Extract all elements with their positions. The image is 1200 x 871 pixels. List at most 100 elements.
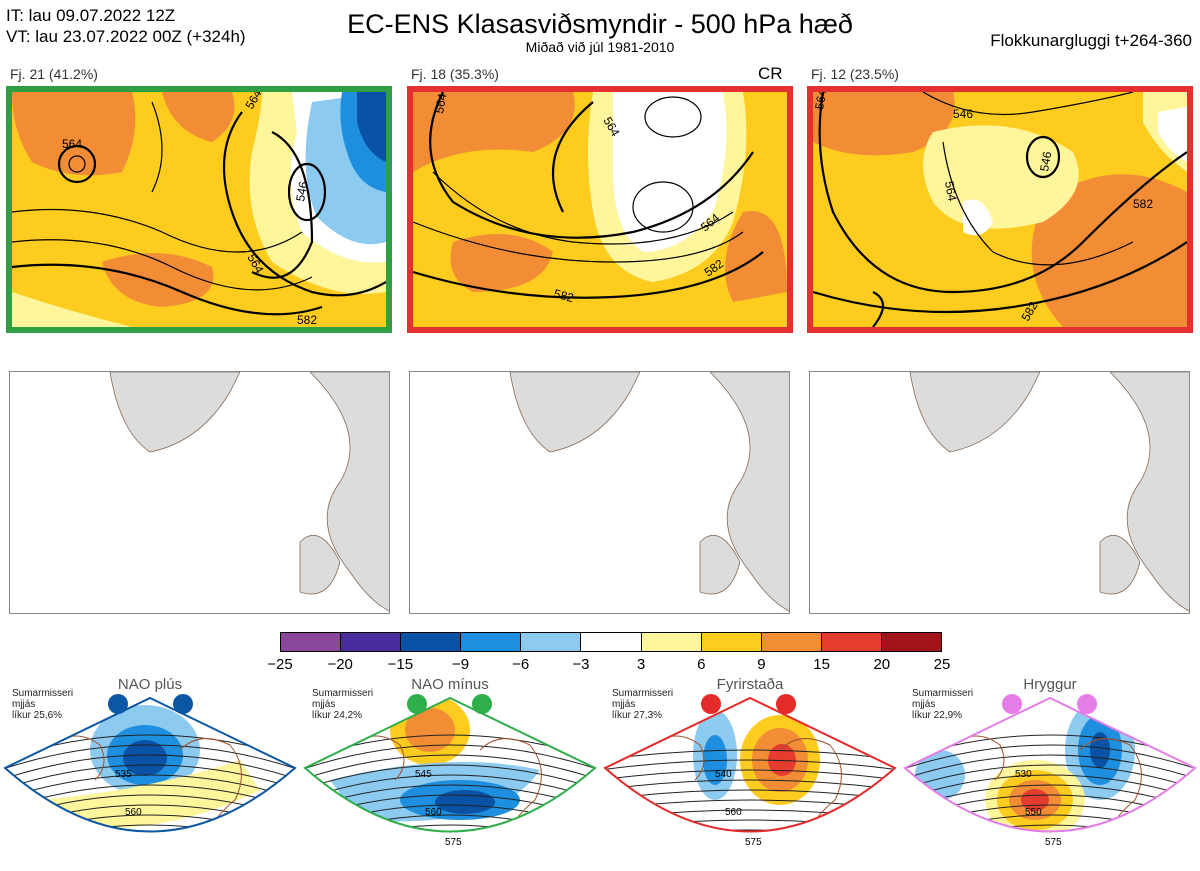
height-contour (605, 759, 895, 771)
height-contour (605, 819, 895, 831)
colorbar-tick-label: −25 (267, 656, 293, 673)
it-line: IT: lau 09.07.2022 12Z (6, 6, 176, 25)
height-contour (905, 754, 1195, 781)
colorbar-tick-label: −3 (572, 656, 590, 673)
regime-field (5, 705, 295, 832)
regime-note-line: Sumarmisseri (12, 688, 74, 699)
cluster-2-label: Fj. 18 (35.3%) (411, 66, 499, 82)
regime-contour-label: 575 (745, 837, 762, 848)
colorbar-tick-label: −6 (512, 656, 530, 673)
regime-note: Sumarmisseri mjjás líkur 27,3% (612, 688, 673, 721)
regime-note: Sumarmisseri mjjás líkur 25,6% (12, 688, 73, 721)
regime-note-line: líkur 27,3% (612, 710, 663, 721)
colorbar-tick-label: −20 (327, 656, 353, 673)
regime-marker-dot (1077, 694, 1097, 714)
header-dates: IT: lau 09.07.2022 12Z VT: lau 23.07.202… (6, 5, 246, 47)
empty-map-3 (809, 371, 1190, 614)
regime-map: 545 560 575 (303, 696, 597, 848)
colorbar-swatch (281, 633, 342, 651)
height-contour (5, 824, 295, 832)
regime-note-line: mjjás (912, 699, 936, 710)
regime-note-line: Sumarmisseri (612, 688, 674, 699)
regime-note-line: mjjás (12, 699, 36, 710)
negative-anomaly (435, 790, 495, 814)
positive-anomaly (40, 760, 260, 829)
regime-contour-label: 560 (125, 807, 142, 818)
height-contour (305, 744, 595, 771)
height-contour (5, 754, 295, 781)
regime-frame (3, 696, 297, 833)
regime-note-line: líkur 22,9% (912, 710, 963, 721)
colorbar-tick-label: 3 (636, 656, 646, 673)
cluster-2-map: 564 564 564 582 582 (407, 86, 793, 333)
height-contour (605, 799, 895, 811)
cluster-1-contour-label: 564 (62, 137, 82, 151)
regime-contour-label: 560 (425, 807, 442, 818)
regime-note-line: Sumarmisseri (912, 688, 974, 699)
colorbar-swatch (641, 633, 702, 651)
colorbar-tick-label: 20 (873, 656, 891, 673)
height-contour (5, 774, 295, 801)
regime-contour-label: 575 (445, 837, 462, 848)
regime-contour-label: 545 (415, 769, 432, 780)
regime-title: NAO mínus (411, 676, 489, 693)
cluster-2-contour-label: 564 (432, 92, 449, 114)
regime-map: 535 560 (3, 696, 297, 833)
colorbar-tick-label: −15 (387, 656, 414, 673)
colorbar-swatch (401, 633, 462, 651)
regime-marker-dot (173, 694, 193, 714)
regime-contour-label: 575 (1045, 837, 1062, 848)
colorbar-tick-label: 6 (697, 656, 706, 673)
negative-anomaly (703, 735, 727, 785)
empty-map-1 (9, 371, 390, 614)
regime-note: Sumarmisseri mjjás líkur 22,9% (912, 688, 973, 721)
colorbar-swatch (701, 633, 762, 651)
cluster-3-contour-label: 582 (1133, 197, 1153, 211)
regime-contour-label: 535 (115, 769, 132, 780)
regime-title: NAO plús (117, 676, 183, 693)
cluster-1-map: 564 564 546 564 582 (6, 86, 392, 333)
colorbar-swatch (821, 633, 882, 651)
colorbar-tick-label: 15 (813, 656, 830, 673)
height-contour (605, 769, 895, 781)
cluster-1-contour-label: 546 (293, 180, 310, 202)
height-contour (605, 809, 895, 821)
regime-marker-dot (108, 694, 128, 714)
colorbar-swatch (521, 633, 582, 651)
regime-field (905, 700, 1195, 860)
cluster-2-tag: CR (758, 64, 783, 83)
regime-contour-label: 560 (725, 807, 742, 818)
regime-contour-label: 530 (1015, 769, 1032, 780)
regime-marker-dot (1002, 694, 1022, 714)
height-contour (605, 829, 895, 832)
negative-anomaly (1015, 850, 1045, 860)
page-title: EC-ENS Klasasviðsmyndir - 500 hPa hæð (347, 9, 853, 39)
height-contour (905, 764, 1195, 791)
height-contour (600, 850, 900, 860)
colorbar-swatch (881, 633, 942, 651)
cluster-3-contour-label: 564 (942, 180, 959, 202)
regime-title: Fyrirstaða (716, 676, 784, 693)
regime-note-line: mjjás (312, 699, 336, 710)
colorbar-tick-label: −9 (451, 656, 470, 673)
regime-frame (903, 696, 1197, 833)
vt-line: VT: lau 23.07.2022 00Z (+324h) (6, 27, 246, 46)
regime-contour-label: 550 (1025, 807, 1042, 818)
colorbar-tick-label: 9 (757, 656, 766, 673)
cluster-1-label: Fj. 21 (41.2%) (10, 66, 98, 82)
regime-note-line: líkur 25,6% (12, 710, 63, 721)
height-contour (305, 824, 595, 832)
empty-map-2 (409, 371, 790, 614)
regime-note-line: líkur 24,2% (312, 710, 363, 721)
regime-note: Sumarmisseri mjjás líkur 24,2% (312, 688, 373, 721)
height-contour (605, 779, 895, 791)
regime-marker-dot (701, 694, 721, 714)
colorbar-swatch (761, 633, 822, 651)
height-contour (905, 744, 1195, 771)
regime-note-line: Sumarmisseri (312, 688, 374, 699)
height-contour (305, 774, 595, 801)
cluster-1-contour-label: 582 (297, 313, 317, 327)
regime-frame (603, 696, 897, 833)
regime-title: Hryggur (1023, 676, 1077, 693)
regime-marker-dot (776, 694, 796, 714)
